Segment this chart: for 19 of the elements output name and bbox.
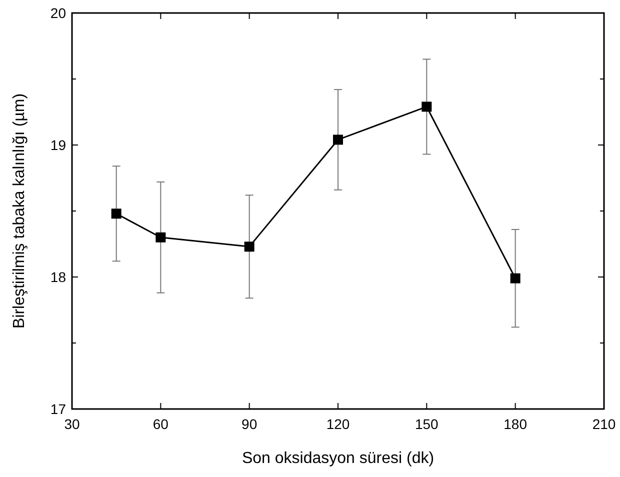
y-tick-label: 20 (50, 5, 66, 21)
point (111, 208, 122, 219)
x-tick-label: 210 (592, 416, 616, 432)
x-tick-label: 30 (64, 416, 80, 432)
x-tick-label: 120 (326, 416, 350, 432)
y-tick-label: 18 (50, 269, 66, 285)
x-axis-title: Son oksidasyon süresi (dk) (242, 450, 434, 467)
y-tick-label: 19 (50, 137, 66, 153)
point (510, 273, 520, 284)
x-tick-label: 60 (152, 416, 169, 432)
x-tick-label: 90 (242, 416, 258, 432)
point (156, 232, 166, 242)
point (244, 242, 254, 252)
x-tick-label: 180 (504, 416, 528, 432)
point (422, 102, 432, 112)
x-tick-label: 150 (414, 416, 439, 432)
y-axis-title: Birleştirilmiş tabaka kalınlığı (µm) (11, 93, 28, 329)
point (333, 134, 343, 145)
y-tick-label: 17 (50, 401, 66, 417)
